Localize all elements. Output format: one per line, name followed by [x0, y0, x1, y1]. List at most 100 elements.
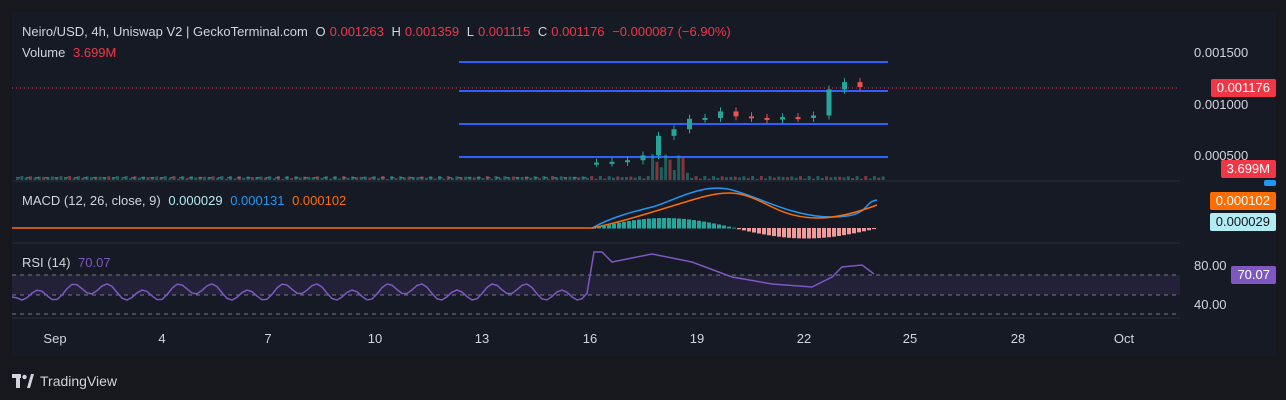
- volume-bar: [833, 176, 837, 180]
- candle: [656, 135, 661, 156]
- macd-histogram-bar: [622, 221, 626, 229]
- volume-bar: [59, 176, 63, 180]
- volume-bar: [76, 176, 80, 180]
- volume-bar: [677, 155, 681, 180]
- volume-bar: [98, 176, 102, 180]
- volume-bar: [416, 177, 420, 180]
- price-tick-2: 0.000500: [1194, 148, 1249, 163]
- macd-histogram-bar: [792, 228, 796, 239]
- chart-area[interactable]: [11, 12, 1276, 356]
- macd-histogram-bar: [592, 228, 596, 229]
- volume-bar: [555, 178, 559, 180]
- volume-bar: [33, 177, 37, 180]
- macd-hist-value: 0.000029: [168, 193, 223, 208]
- volume-bar: [803, 178, 807, 180]
- volume-bar: [316, 176, 320, 180]
- macd-histogram-bar: [782, 228, 786, 238]
- volume-bar: [690, 177, 694, 180]
- time-axis-label: 10: [367, 331, 383, 346]
- macd-line-tag: [1264, 180, 1276, 186]
- volume-bar: [46, 177, 50, 180]
- volume-bar: [659, 167, 663, 180]
- high-label: H: [391, 24, 401, 39]
- tradingview-brand[interactable]: TradingView: [12, 370, 117, 392]
- volume-bar: [320, 177, 324, 180]
- macd-histogram-bar: [662, 218, 666, 229]
- volume-bar: [451, 177, 454, 180]
- macd-signal-value: 0.000102: [292, 193, 347, 208]
- chart-canvas[interactable]: [11, 12, 1276, 356]
- volume-bar: [742, 176, 746, 180]
- volume-bar: [646, 176, 650, 180]
- volume-bar: [594, 178, 598, 180]
- candle: [609, 161, 615, 164]
- volume-bar: [516, 177, 520, 180]
- volume-bar: [146, 176, 150, 180]
- candle-flat: [544, 177, 548, 179]
- candle-flat: [140, 177, 145, 179]
- time-axis-label: Sep: [43, 331, 67, 346]
- candle-flat: [217, 177, 222, 179]
- volume-bar: [607, 176, 611, 180]
- candle-flat: [256, 177, 260, 179]
- volume-bar: [150, 177, 154, 180]
- candle-flat: [198, 177, 203, 179]
- candle-flat: [332, 177, 337, 179]
- macd-histogram-bar: [632, 220, 636, 229]
- volume-bar: [812, 178, 816, 180]
- close-label: C: [537, 24, 548, 39]
- volume-bar: [346, 177, 350, 180]
- volume-bar: [233, 178, 237, 180]
- macd-label: MACD (12, 26, close, 9): [22, 193, 161, 208]
- macd-histogram-bar: [832, 228, 836, 237]
- volume-bar: [29, 176, 33, 180]
- volume-bar: [703, 176, 707, 180]
- volume-bar: [203, 176, 207, 180]
- candle-flat: [419, 177, 424, 179]
- volume-bar: [242, 177, 246, 180]
- volume-bar: [559, 176, 563, 180]
- candle-flat: [371, 177, 376, 179]
- volume-bar: [176, 178, 180, 180]
- volume-bar: [511, 176, 515, 180]
- volume-bar: [124, 176, 128, 180]
- volume-bar: [729, 176, 733, 180]
- volume-bar: [725, 177, 729, 180]
- macd-histogram-bar: [742, 228, 746, 231]
- volume-bar: [68, 176, 72, 180]
- macd-histogram-bar: [777, 228, 781, 237]
- volume-bar: [681, 157, 685, 180]
- macd-histogram-bar: [802, 228, 806, 239]
- candle-flat: [304, 177, 308, 179]
- volume-bar: [72, 178, 76, 180]
- volume-bar: [281, 178, 285, 180]
- volume-bar: [842, 177, 846, 180]
- volume-bar: [424, 177, 428, 180]
- price-tick-0: 0.001500: [1194, 45, 1249, 60]
- candle-flat: [102, 177, 107, 179]
- candle-flat: [35, 177, 40, 179]
- candle-flat: [54, 177, 59, 179]
- volume-bar: [211, 176, 215, 180]
- volume-bar: [311, 177, 315, 180]
- macd-histogram-bar: [737, 228, 741, 230]
- macd-histogram-bar: [842, 228, 846, 236]
- volume-bar: [137, 177, 141, 180]
- volume-bar: [642, 178, 646, 180]
- time-axis-label: 22: [796, 331, 812, 346]
- volume-bar: [751, 176, 755, 180]
- volume-bar: [337, 178, 341, 180]
- volume-bar: [481, 178, 485, 180]
- candle-flat: [179, 177, 184, 179]
- candle-flat: [16, 177, 20, 179]
- volume-bar: [224, 178, 228, 180]
- candle-flat: [169, 177, 174, 179]
- volume-bar: [490, 178, 494, 180]
- rsi-line: [11, 251, 875, 301]
- candle-flat: [457, 177, 462, 179]
- volume-bar: [859, 178, 863, 180]
- macd-histogram-bar: [637, 219, 641, 229]
- volume-bar: [24, 178, 28, 180]
- change-value: −0.000087 (−6.90%): [612, 24, 731, 39]
- volume-bar: [168, 178, 172, 180]
